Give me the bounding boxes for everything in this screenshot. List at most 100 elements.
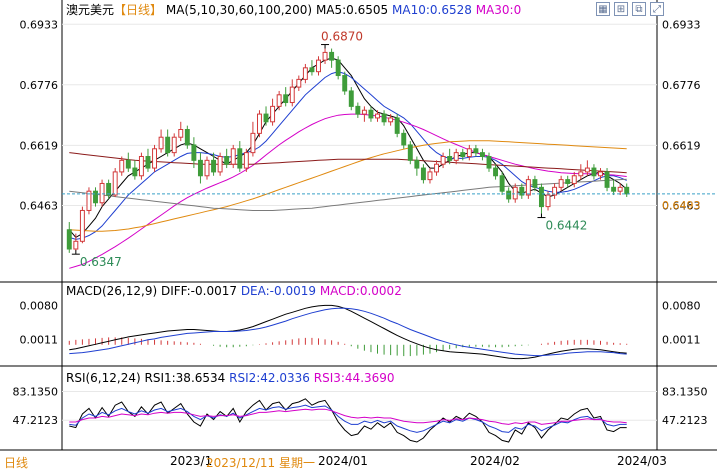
candle xyxy=(414,156,420,176)
date-label-1: 2023/1 xyxy=(170,454,213,468)
candle xyxy=(86,187,92,215)
period-tab[interactable]: 【日线】 xyxy=(114,3,163,17)
candle-body xyxy=(250,132,256,154)
candle xyxy=(598,168,603,180)
candle-body xyxy=(617,186,623,192)
candle-body xyxy=(322,51,328,61)
candle-body xyxy=(375,113,380,119)
candle xyxy=(460,148,466,161)
candle-body xyxy=(414,159,420,169)
candle xyxy=(584,160,590,176)
macd-value: MACD:0.0002 xyxy=(319,284,402,298)
candle xyxy=(525,175,531,199)
candle-body xyxy=(112,171,118,196)
candle xyxy=(624,183,630,197)
price-tick-label-right: 0.6933 xyxy=(662,18,701,31)
restore-icon[interactable]: ⧉ xyxy=(632,2,646,16)
candle xyxy=(407,141,413,165)
candle xyxy=(375,110,380,122)
candle xyxy=(224,148,230,169)
candle-body xyxy=(86,190,92,211)
date-label-4: 2024/03 xyxy=(617,454,667,468)
candle-body xyxy=(211,159,217,173)
candle xyxy=(250,121,256,157)
candle-body xyxy=(263,113,269,123)
candle-body xyxy=(420,167,426,181)
candle-body xyxy=(604,171,610,188)
candle xyxy=(178,121,184,142)
candle-body xyxy=(145,155,151,169)
candle xyxy=(270,98,276,126)
price-tick-label-right: 0.6619 xyxy=(662,139,701,152)
candle xyxy=(296,75,302,91)
candle xyxy=(184,125,190,149)
candle-body xyxy=(512,186,518,200)
candle-body xyxy=(486,155,492,169)
candle xyxy=(565,175,571,188)
rsi1-line xyxy=(69,398,627,443)
candle xyxy=(388,114,394,126)
candle-body xyxy=(302,67,308,80)
price-panel: 0.6870 0.6442 0.6347 xyxy=(62,30,717,269)
add-indicator-icon[interactable]: ⊞ xyxy=(614,2,628,16)
macd-tick-label-left: 0.0080 xyxy=(20,299,59,312)
candle-body xyxy=(335,59,341,77)
rsi1-value: RSI1:38.6534 xyxy=(144,371,226,385)
candle xyxy=(545,191,551,211)
candle xyxy=(381,110,387,126)
rsi-tick-label-left: 83.1350 xyxy=(13,385,59,398)
rsi-legend: RSI(6,12,24) RSI1:38.6534 RSI2:42.0336 R… xyxy=(66,371,395,385)
candle xyxy=(138,152,144,180)
candle-body xyxy=(243,152,249,169)
date-label-3: 2024/02 xyxy=(470,454,520,468)
candle-body xyxy=(99,182,105,204)
candle-body xyxy=(552,186,558,196)
price-tick-label-left: 0.6463 xyxy=(20,199,59,212)
candle-body xyxy=(132,167,138,177)
candle-body xyxy=(434,163,440,173)
candle-body xyxy=(545,194,551,208)
candle-body xyxy=(493,167,499,177)
candle xyxy=(106,179,112,199)
rsi-params: RSI(6,12,24) xyxy=(66,371,141,385)
candle xyxy=(499,171,505,196)
candle xyxy=(427,168,433,184)
candle xyxy=(309,60,315,76)
candle-body xyxy=(316,59,321,73)
macd-legend: MACD(26,12,9) DIFF:-0.0017 DEA:-0.0019 M… xyxy=(66,284,402,298)
candle-body xyxy=(79,209,85,242)
candle xyxy=(112,168,118,197)
candle xyxy=(552,183,558,199)
axis-labels: 0.6933 0.6933 0.6776 0.6776 0.6619 0.6619 0.64… xyxy=(13,18,708,427)
candle xyxy=(158,129,164,153)
candle xyxy=(263,106,269,126)
expand-icon[interactable]: ⤢ xyxy=(650,2,664,16)
candle-body xyxy=(256,113,262,134)
grid-icon[interactable]: ▦ xyxy=(596,2,610,16)
macd-tick-label-right: 0.0080 xyxy=(662,299,701,312)
candle xyxy=(322,48,328,64)
candle-body xyxy=(355,105,361,115)
candle-body xyxy=(138,155,144,177)
candle-body xyxy=(125,159,131,169)
candle xyxy=(493,164,499,180)
candle-body xyxy=(329,51,335,61)
period-switch[interactable]: 日线 xyxy=(4,456,29,470)
candle xyxy=(453,148,459,165)
dea-value: DEA:-0.0019 xyxy=(240,284,316,298)
candle xyxy=(73,233,79,251)
candle-body xyxy=(237,148,243,169)
candle-body xyxy=(191,144,197,161)
dea-line xyxy=(69,307,627,357)
candle xyxy=(243,148,249,172)
diff-value: DIFF:-0.0017 xyxy=(160,284,237,298)
candle xyxy=(66,222,72,253)
candle-body xyxy=(525,179,531,196)
candle xyxy=(335,56,341,80)
candle xyxy=(558,175,564,192)
candle-body xyxy=(453,152,459,161)
price-tick-label-left: 0.6933 xyxy=(20,18,59,31)
candle xyxy=(171,133,177,157)
candle xyxy=(591,164,597,180)
candle-body xyxy=(591,167,597,177)
